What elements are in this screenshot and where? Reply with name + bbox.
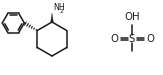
Text: S: S bbox=[129, 34, 135, 44]
Text: NH: NH bbox=[53, 4, 65, 13]
Text: 2: 2 bbox=[59, 9, 63, 14]
Polygon shape bbox=[51, 13, 53, 22]
Text: O: O bbox=[110, 34, 118, 44]
Text: OH: OH bbox=[124, 12, 140, 22]
Text: O: O bbox=[146, 34, 154, 44]
